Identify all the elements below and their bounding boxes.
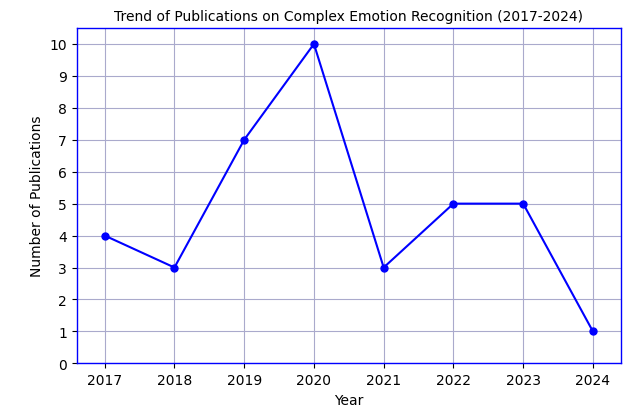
- Title: Trend of Publications on Complex Emotion Recognition (2017-2024): Trend of Publications on Complex Emotion…: [115, 9, 583, 24]
- X-axis label: Year: Year: [334, 393, 364, 407]
- Y-axis label: Number of Publications: Number of Publications: [30, 116, 44, 277]
